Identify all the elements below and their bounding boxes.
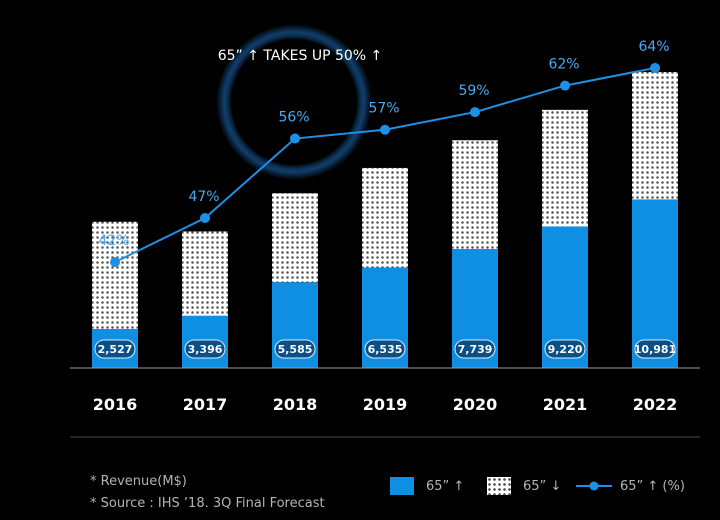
legend-label-65-down: 65” ↓: [523, 478, 562, 494]
footnote-revenue: * Revenue(M$): [90, 474, 187, 489]
x-tick-label: 2022: [633, 395, 678, 414]
bar-65-down: [182, 231, 228, 316]
annotation-text: 65” ↑ TAKES UP 50% ↑: [218, 48, 383, 64]
bar-65-down: [452, 140, 498, 250]
legend-swatch-line: [576, 481, 612, 491]
bar-65-down: [272, 193, 318, 283]
legend-item-65-up-percent: 65” ↑ (%): [576, 476, 685, 496]
legend-label-65-up: 65” ↑: [426, 478, 465, 494]
value-pill: [544, 339, 586, 359]
bar-65-down: [362, 167, 408, 268]
bar-value-label: 3,396: [188, 343, 223, 356]
x-tick-label: 2020: [453, 395, 498, 414]
percent-point: [470, 107, 480, 118]
value-pill: [94, 339, 136, 359]
legend-label-65-up-percent: 65” ↑ (%): [620, 478, 685, 494]
percent-point: [560, 80, 570, 91]
x-tick-label: 2016: [93, 395, 138, 414]
percent-label: 56%: [278, 110, 309, 126]
x-tick-label: 2017: [183, 395, 228, 414]
percent-point: [290, 133, 300, 144]
footnote-source: * Source : IHS ’18. 3Q Final Forecast: [90, 496, 325, 511]
value-pill: [454, 339, 496, 359]
bar-65-down: [542, 109, 588, 227]
bar-value-label: 10,981: [634, 343, 676, 356]
x-tick-label: 2021: [543, 395, 588, 414]
percent-label: 42%: [98, 233, 129, 249]
bar-65-down: [92, 221, 138, 330]
bar-65-down: [632, 72, 678, 200]
percent-label: 57%: [368, 101, 399, 117]
value-pill: [184, 339, 226, 359]
percent-point: [380, 124, 390, 135]
bar-value-label: 9,220: [548, 343, 583, 356]
bar-value-label: 5,585: [278, 343, 313, 356]
bar-value-label: 7,739: [458, 343, 493, 356]
value-pill: [634, 339, 676, 359]
percent-label: 64%: [638, 39, 669, 55]
value-pill: [274, 339, 316, 359]
glow-circle: [216, 24, 372, 180]
percent-point: [200, 212, 210, 223]
bar-value-label: 2,527: [98, 343, 133, 356]
legend-swatch-65-down: [487, 477, 511, 495]
percent-point: [110, 257, 120, 268]
percent-point: [650, 62, 660, 73]
percent-label: 47%: [188, 189, 219, 205]
percent-label: 62%: [548, 57, 579, 73]
x-tick-label: 2018: [273, 395, 318, 414]
legend-item-65-up: 65” ↑: [390, 476, 464, 496]
x-tick-label: 2019: [363, 395, 408, 414]
value-pill: [364, 339, 406, 359]
legend-swatch-65-up: [390, 477, 414, 495]
percent-label: 59%: [458, 83, 489, 99]
bar-value-label: 6,535: [368, 343, 403, 356]
legend-item-65-down: 65” ↓: [487, 476, 561, 496]
